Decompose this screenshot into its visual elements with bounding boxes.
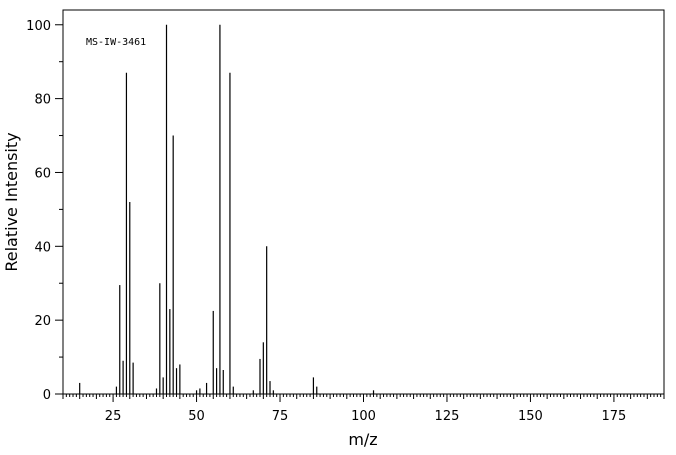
- x-axis-title: m/z: [348, 430, 377, 449]
- x-tick-label: 125: [435, 409, 460, 424]
- x-tick-label: 25: [105, 409, 122, 424]
- x-axis-ticks: 25 50 75 100 125 150 175: [62, 394, 665, 424]
- x-tick-label: 150: [518, 409, 543, 424]
- y-axis-title: Relative Intensity: [2, 132, 21, 271]
- y-axis-ticks: 0 20 40 60 80 100: [26, 19, 63, 403]
- x-tick-label: 100: [351, 409, 376, 424]
- chart-annotation: MS-IW-3461: [86, 37, 146, 48]
- x-tick-label: 175: [602, 409, 627, 424]
- y-tick-label: 60: [34, 166, 51, 181]
- y-tick-label: 40: [34, 240, 51, 255]
- y-tick-label: 20: [34, 314, 51, 329]
- x-tick-label: 75: [272, 409, 289, 424]
- y-tick-label: 0: [43, 388, 51, 403]
- plot-frame: [62, 9, 665, 395]
- y-tick-label: 80: [34, 93, 51, 108]
- spectrum-peaks: [79, 24, 375, 394]
- y-tick-label: 100: [26, 19, 51, 34]
- x-tick-label: 50: [188, 409, 205, 424]
